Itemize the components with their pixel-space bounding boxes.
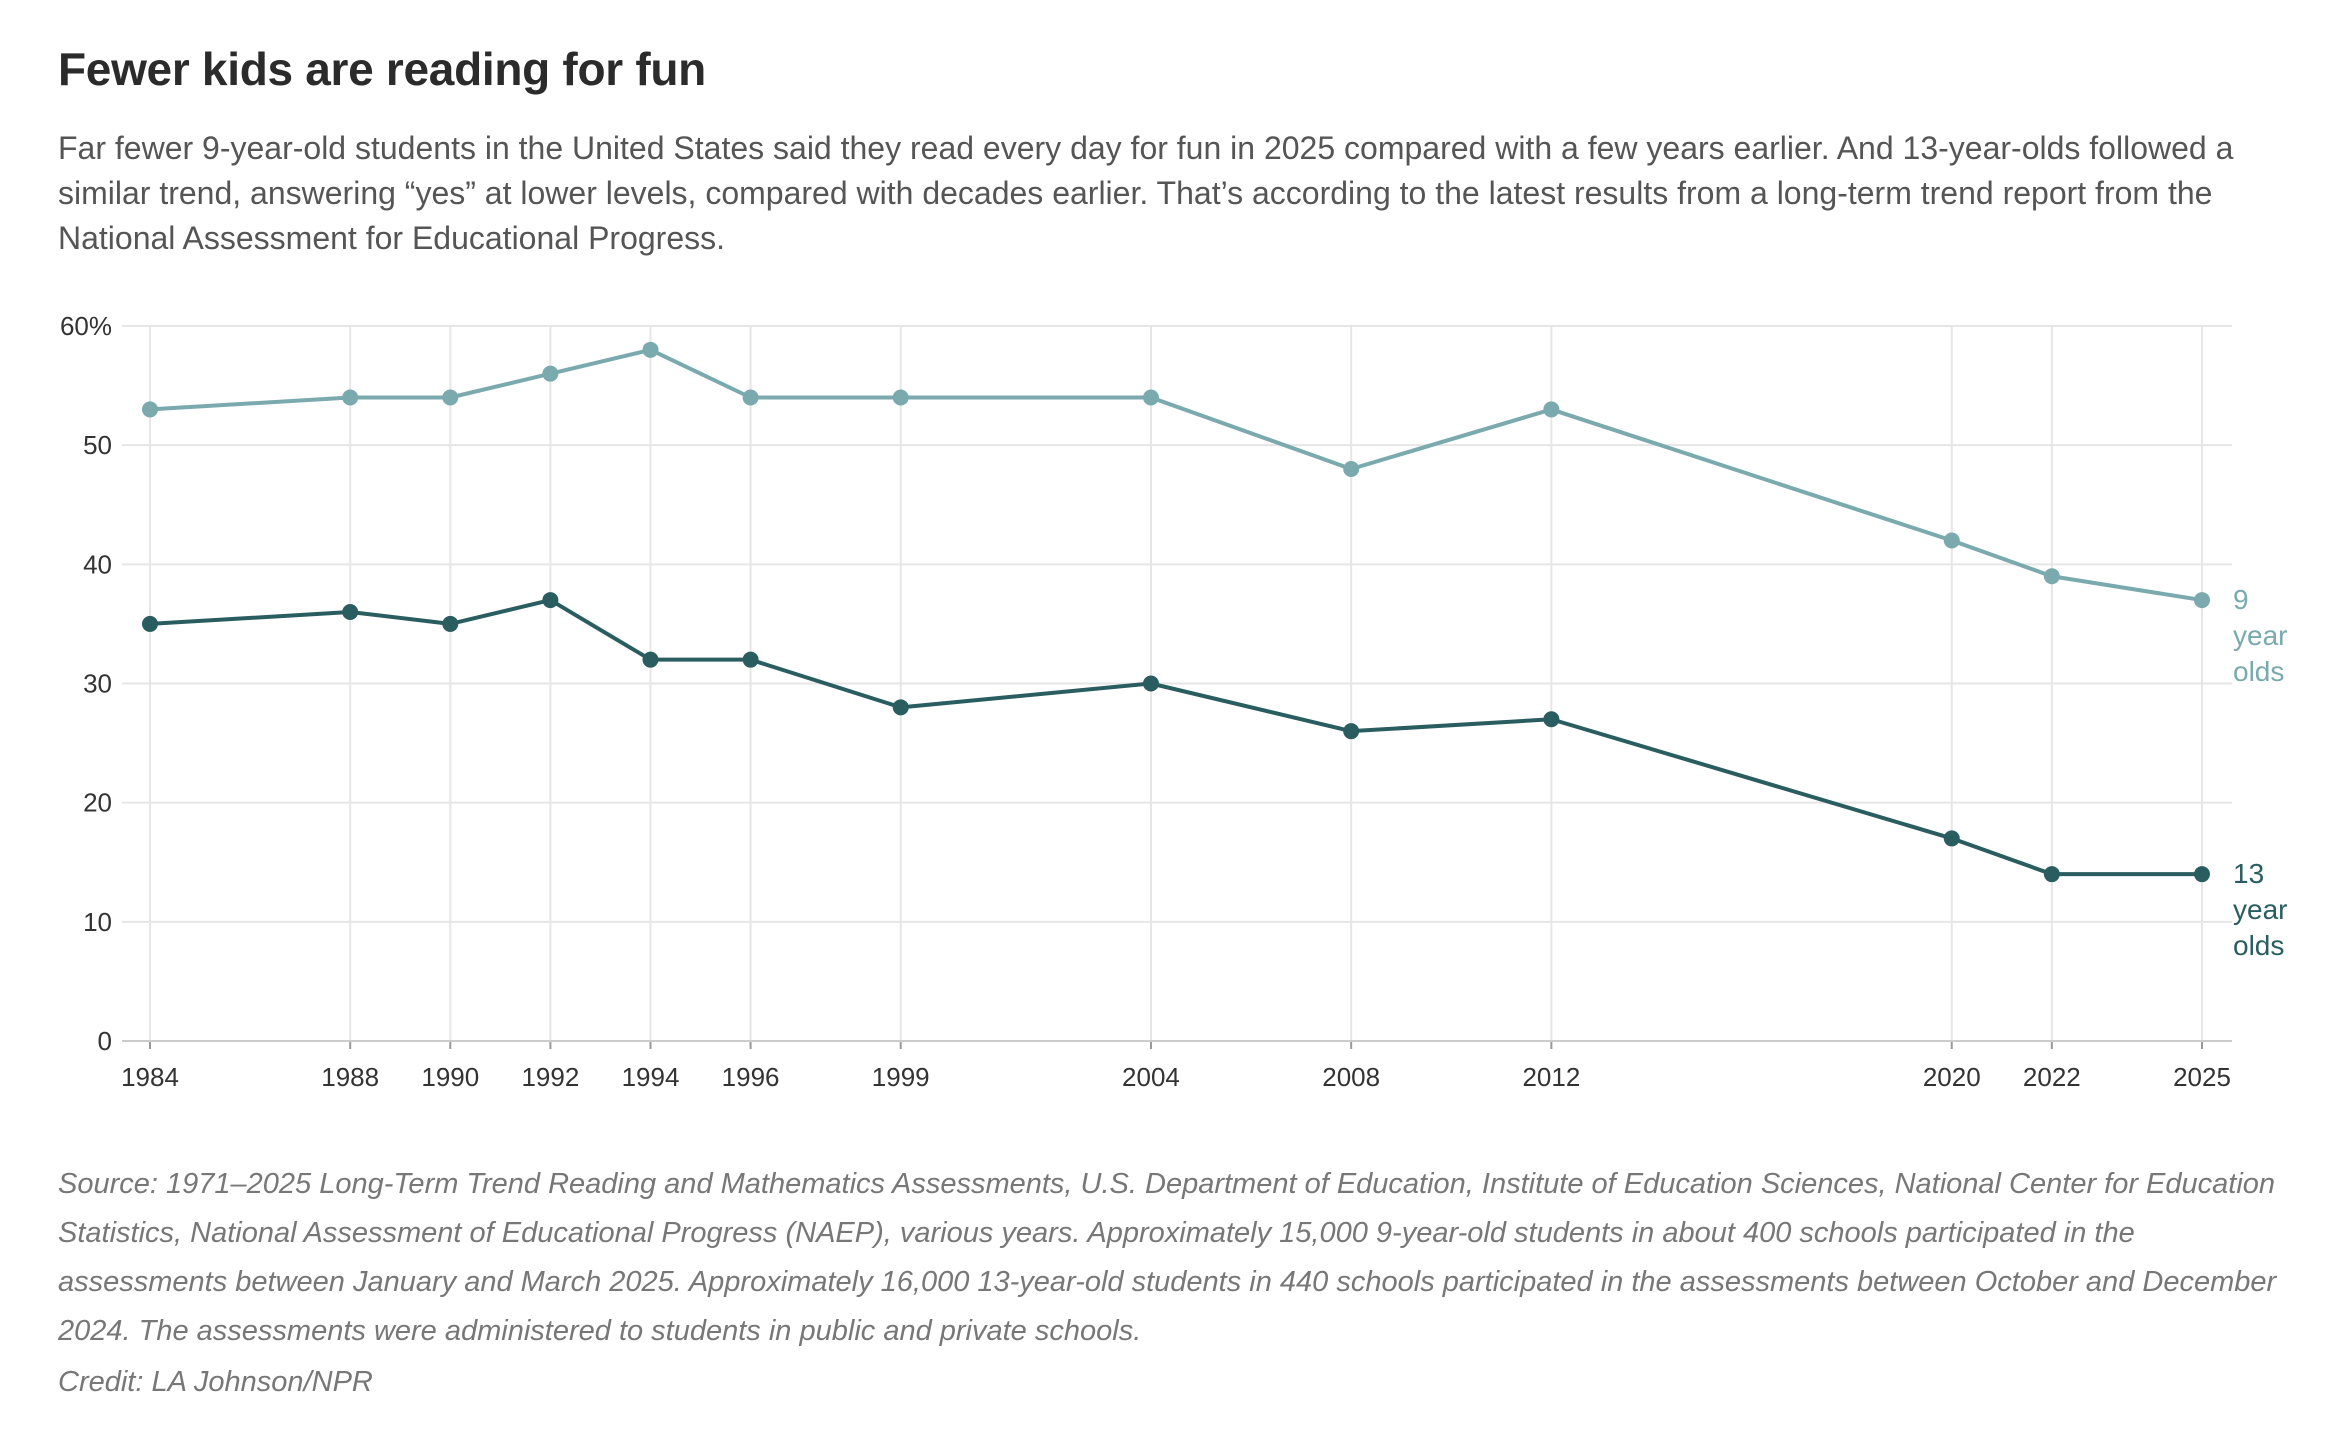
data-point: [1142, 389, 1159, 406]
data-point: [642, 651, 659, 668]
line-chart: 0 10 20 30 40 50 60% 1984 1988 1990 1992 1994 1996 19…: [60, 311, 2288, 1092]
y-tick-label: 30: [83, 669, 112, 699]
series-end-label-line: olds: [2233, 656, 2284, 687]
y-tick-label: 20: [83, 788, 112, 818]
data-point: [2194, 866, 2210, 883]
data-point: [2043, 866, 2060, 883]
x-tick-label: 1992: [521, 1062, 579, 1092]
x-tick-label: 1984: [121, 1062, 179, 1092]
data-point: [1343, 723, 1360, 740]
series-end-label: 13 year olds: [2233, 858, 2287, 961]
data-point: [1543, 401, 1560, 418]
x-tick-label: 2008: [1322, 1062, 1380, 1092]
data-point: [442, 615, 459, 632]
credit-note: Credit: LA Johnson/NPR: [58, 1366, 373, 1398]
chart-title: Fewer kids are reading for fun: [58, 43, 706, 95]
series-lines: [142, 341, 2210, 883]
y-tick-label: 10: [83, 907, 112, 937]
data-point: [2043, 568, 2060, 585]
data-point: [542, 365, 559, 382]
x-tick-label: 2025: [2173, 1062, 2231, 1092]
y-tick-label: 60%: [60, 311, 112, 341]
y-tick-label: 50: [83, 430, 112, 460]
grid-lines: [122, 325, 2232, 1042]
data-point: [1943, 830, 1960, 847]
data-point: [542, 592, 559, 609]
series-end-label-line: year: [2233, 620, 2287, 651]
x-tick-label: 2004: [1122, 1062, 1180, 1092]
x-tick-label: 1988: [321, 1062, 379, 1092]
data-point: [1943, 532, 1960, 549]
series-end-label: 9 year olds: [2233, 584, 2287, 687]
x-tick-label: 1996: [722, 1062, 780, 1092]
data-point: [1543, 711, 1560, 728]
data-point: [892, 699, 909, 716]
y-tick-label: 40: [83, 549, 112, 579]
data-point: [742, 389, 759, 406]
data-point: [342, 604, 359, 620]
data-point: [642, 341, 659, 358]
x-tick-label: 2020: [1923, 1062, 1981, 1092]
chart-subtitle: Far fewer 9-year-old students in the Uni…: [58, 130, 2234, 256]
axis-labels: 0 10 20 30 40 50 60% 1984 1988 1990 1992 1994 1996 19…: [60, 311, 2232, 1092]
series-labels: 9 year olds 13 year olds: [2233, 584, 2287, 961]
y-tick-label: 0: [98, 1026, 112, 1056]
x-tick-label: 2022: [2023, 1062, 2081, 1092]
x-tick-label: 2012: [1522, 1062, 1580, 1092]
x-tick-label: 1990: [421, 1062, 479, 1092]
data-point: [142, 615, 158, 632]
data-point: [1142, 675, 1159, 692]
data-point: [1343, 461, 1360, 477]
data-point: [892, 389, 909, 406]
series-end-label-line: 13: [2233, 858, 2264, 889]
series-1: [142, 341, 2210, 609]
series-line: [148, 347, 2204, 603]
data-point: [342, 389, 359, 406]
series-end-label-line: year: [2233, 894, 2287, 925]
source-note: Source: 1971–2025 Long-Term Trend Readin…: [58, 1168, 2277, 1347]
series-2: [142, 592, 2210, 883]
series-line: [148, 598, 2204, 877]
x-tick-label: 1999: [872, 1062, 930, 1092]
series-end-label-line: olds: [2233, 930, 2284, 961]
data-point: [142, 401, 158, 418]
data-point: [2194, 592, 2210, 609]
data-point: [442, 389, 459, 406]
x-tick-label: 1994: [622, 1062, 680, 1092]
data-point: [742, 651, 759, 668]
series-end-label-line: 9: [2233, 584, 2249, 615]
